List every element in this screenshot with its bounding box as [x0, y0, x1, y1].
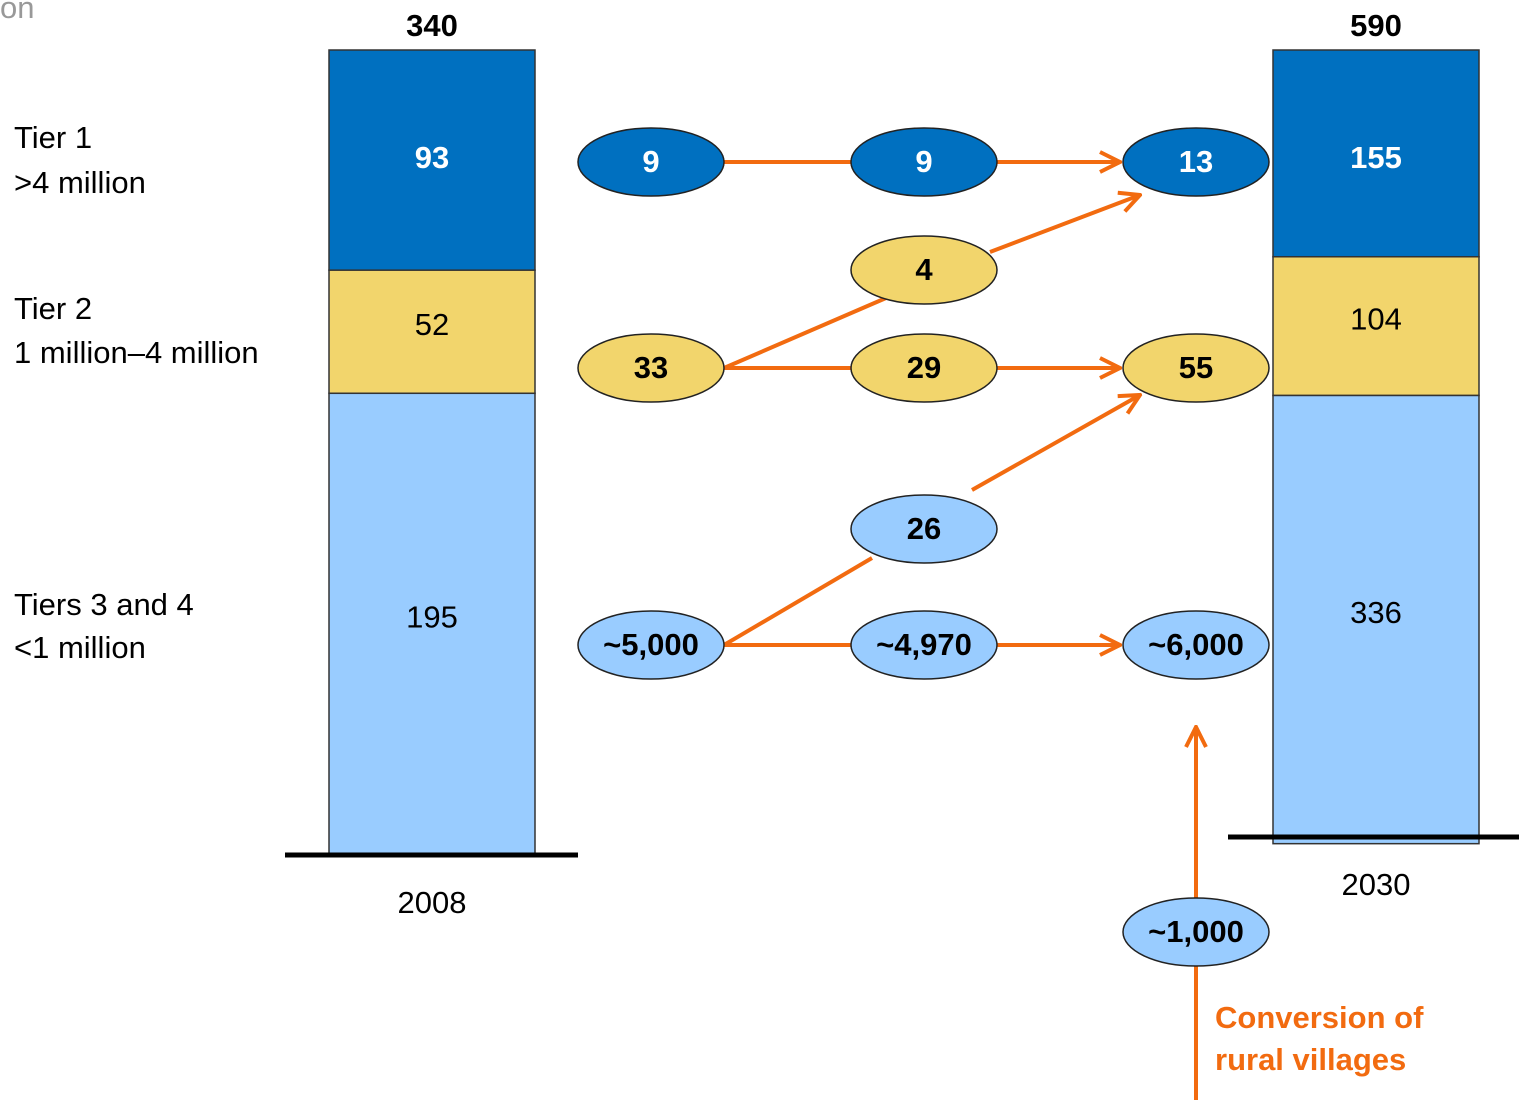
node-label: 55	[1179, 350, 1213, 385]
caption: on	[0, 0, 34, 25]
year-label: 2008	[398, 885, 467, 920]
node	[850, 494, 998, 564]
tier-label: Tier 2	[14, 291, 92, 326]
bar-segment	[328, 392, 536, 856]
node-label: 29	[907, 350, 941, 385]
node	[577, 610, 725, 680]
note: Conversion of	[1215, 1000, 1424, 1035]
segment-label: 155	[1350, 140, 1402, 175]
tier-label: Tier 1	[14, 120, 92, 155]
node	[1122, 333, 1270, 403]
bar-segment	[1272, 394, 1480, 845]
segment-label: 52	[415, 307, 449, 342]
tier-label: >4 million	[14, 165, 146, 200]
bar-total: 590	[1350, 8, 1402, 43]
tier-label: Tiers 3 and 4	[14, 587, 194, 622]
node-label: ~6,000	[1148, 627, 1244, 662]
node-label: 13	[1179, 144, 1213, 179]
node-label: 9	[915, 144, 932, 179]
bar-segment	[328, 269, 536, 395]
node	[1122, 127, 1270, 197]
node	[577, 127, 725, 197]
node	[850, 235, 998, 305]
node-label: 26	[907, 511, 941, 546]
node	[1122, 897, 1270, 967]
tier-label: <1 million	[14, 630, 146, 665]
year-label: 2030	[1342, 867, 1411, 902]
node	[577, 333, 725, 403]
node-label: 4	[915, 252, 933, 287]
node	[850, 333, 998, 403]
bar-total: 340	[406, 8, 458, 43]
arrows	[722, 162, 1196, 1100]
note: rural villages	[1215, 1042, 1406, 1077]
bar-segment	[1272, 49, 1480, 258]
segment-label: 93	[415, 140, 449, 175]
node-label: 9	[642, 144, 659, 179]
node	[1122, 610, 1270, 680]
bar-segment	[328, 49, 536, 271]
node-label: ~4,970	[876, 627, 972, 662]
bar-segment	[1272, 256, 1480, 397]
node-label: ~5,000	[603, 627, 699, 662]
node-label: ~1,000	[1148, 914, 1244, 949]
node-label: 33	[634, 350, 668, 385]
segment-label: 336	[1350, 595, 1402, 630]
node	[850, 610, 998, 680]
segment-label: 104	[1350, 301, 1402, 336]
node	[850, 127, 998, 197]
segment-label: 195	[406, 599, 458, 634]
tier-label: 1 million–4 million	[14, 335, 259, 370]
